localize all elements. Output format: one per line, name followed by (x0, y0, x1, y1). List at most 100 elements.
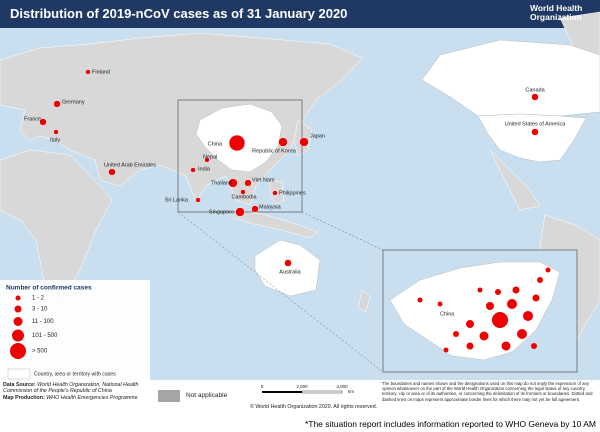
case-marker (278, 137, 288, 147)
case-marker (108, 168, 116, 176)
scale-segment (262, 391, 302, 393)
country-label: Singapore (209, 209, 234, 215)
case-marker (195, 197, 201, 203)
country-label: Japan (310, 133, 325, 139)
title: Distribution of 2019-nCoV cases as of 31… (10, 6, 348, 21)
legend-marker (10, 343, 26, 359)
province-marker (507, 299, 517, 309)
case-marker (228, 178, 238, 188)
legend-marker (12, 329, 24, 342)
province-marker (479, 331, 489, 341)
case-marker (85, 69, 91, 75)
org-name: World Health Organization (530, 3, 583, 22)
scale-bar (262, 390, 343, 394)
country-label: Sri Lanka (165, 197, 189, 203)
case-marker (235, 207, 245, 217)
province-marker (532, 294, 540, 302)
province-marker (477, 287, 483, 293)
province-marker (486, 302, 494, 310)
copyright: © World Health Organization 2020. All ri… (250, 404, 378, 410)
scale-label: 2,000 (296, 384, 308, 389)
title-bar (0, 0, 600, 28)
inset-connector (177, 211, 384, 373)
case-marker (251, 205, 259, 213)
legend-class-label: 1 - 2 (32, 296, 45, 302)
legend-title: Number of confirmed cases (6, 285, 92, 292)
country-label: United Arab Emirates (104, 162, 156, 168)
case-marker (204, 157, 210, 163)
source-text: World Health Organization, National Heal… (3, 382, 139, 395)
central-america (489, 149, 541, 211)
source: Data Source: World Health Organization, … (3, 382, 153, 401)
country-label: Australia (279, 269, 301, 275)
note: *The situation report includes informati… (304, 419, 596, 429)
country-label: Canada (525, 87, 545, 93)
country-label: Finland (92, 69, 110, 75)
source-label: Data Source: (3, 382, 36, 388)
case-marker (228, 134, 246, 152)
case-marker (240, 189, 246, 195)
case-marker (39, 118, 47, 126)
country-label: Malaysia (259, 204, 282, 210)
scale-label: 0 (261, 384, 264, 389)
not-applicable-label: Not applicable (186, 392, 228, 399)
legend-class-label: 11 - 100 (32, 319, 54, 325)
new-zealand (357, 289, 371, 313)
greenland (559, 11, 600, 61)
province-marker (545, 267, 551, 273)
province-marker (495, 289, 501, 295)
country-label: Philippines (279, 190, 306, 196)
with-cases-label: Country, area or territory with cases (34, 371, 116, 377)
country-label: Italy (50, 137, 60, 143)
legend-class-label: 3 - 10 (32, 307, 48, 313)
country-label: France (24, 116, 41, 122)
inset-province-markers (417, 267, 551, 353)
markers: Finland Germany France Italy United Arab Emi… (24, 69, 566, 275)
australia-land (254, 239, 321, 297)
inset-connector (301, 211, 384, 251)
country-label: Viet Nam (252, 177, 275, 183)
province-marker (466, 342, 474, 350)
case-marker (531, 128, 539, 136)
scale-label: 4,000 (336, 384, 348, 389)
country-label: Republic of Korea (252, 148, 297, 154)
disclaimer: The boundaries and names shown and the d… (382, 381, 593, 402)
country-label: Cambodia (231, 194, 257, 200)
legend-class-label: 101 - 500 (32, 333, 58, 339)
production-text: WHO Health Emergencies Programme (46, 394, 138, 401)
legend-marker (14, 305, 22, 313)
case-marker (190, 167, 196, 173)
footer-band (0, 380, 600, 432)
case-marker (284, 259, 292, 267)
province-marker (531, 343, 537, 349)
province-marker (501, 341, 511, 351)
not-applicable-swatch (158, 390, 180, 402)
with-cases-swatch (7, 368, 31, 380)
country-label: India (198, 166, 211, 172)
inset-label: China (440, 311, 455, 317)
case-marker (299, 137, 309, 147)
legend-marker (13, 317, 23, 326)
province-marker (466, 320, 474, 328)
inset: China (382, 249, 578, 373)
usa-land (477, 113, 587, 163)
legend: Number of confirmed cases 1 - 2 3 - 10 11 -… (0, 280, 150, 380)
province-marker (443, 347, 449, 353)
case-marker (53, 100, 61, 108)
province-marker (523, 311, 533, 321)
eurasia (0, 32, 363, 206)
country-label: Nepal (203, 154, 217, 160)
scale-unit: km (348, 389, 354, 394)
production-label: Map Production: (3, 394, 45, 401)
indonesia (231, 209, 319, 239)
legend-marker (15, 295, 21, 301)
province-marker (537, 277, 543, 283)
africa (0, 149, 113, 303)
case-marker (244, 179, 252, 187)
province-marker (492, 312, 508, 328)
legend-box (0, 280, 150, 380)
province-marker (453, 331, 459, 337)
province-marker (417, 297, 423, 303)
province-marker (512, 286, 520, 294)
